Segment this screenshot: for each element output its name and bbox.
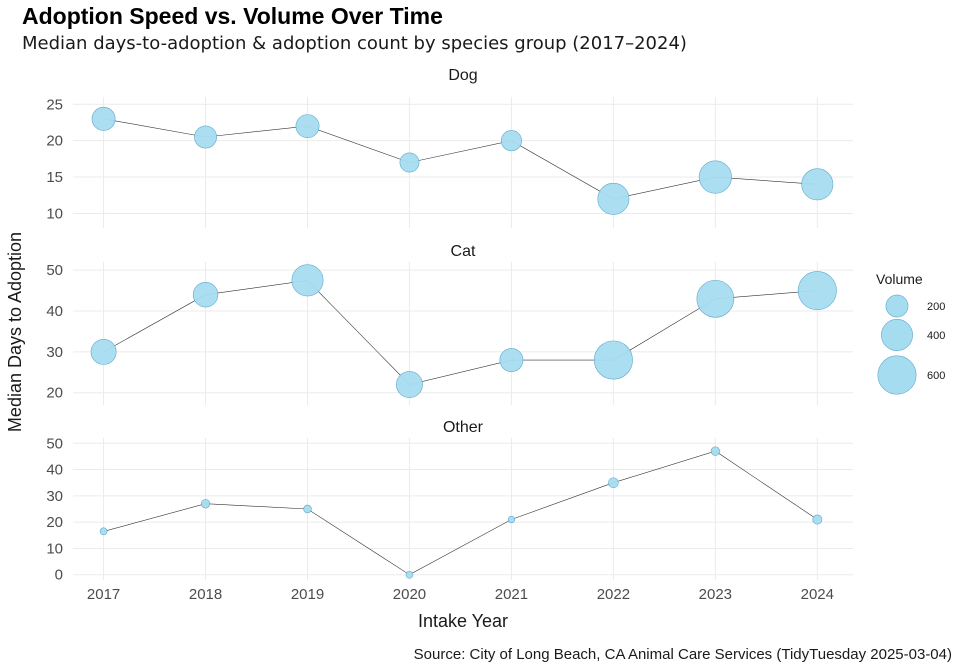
y-axis-title: Median Days to Adoption [5, 232, 25, 432]
data-point [597, 182, 630, 215]
data-point [405, 570, 414, 579]
x-tick-label: 2020 [393, 586, 426, 603]
legend-key [881, 319, 913, 351]
data-point [91, 106, 116, 131]
facet-strip-label: Other [443, 419, 484, 436]
data-point [499, 348, 524, 372]
legend-label: 400 [927, 330, 945, 342]
data-point [507, 515, 516, 524]
y-tick-label: 40 [46, 462, 63, 479]
x-tick-label: 2019 [291, 586, 324, 603]
y-tick-label: 30 [46, 488, 63, 505]
data-point [200, 499, 211, 509]
data-point [696, 279, 735, 318]
series-line [103, 280, 818, 385]
x-tick-label: 2021 [495, 586, 528, 603]
x-tick-label: 2022 [597, 586, 630, 603]
data-point [291, 264, 324, 297]
y-tick-label: 25 [46, 96, 63, 113]
y-tick-label: 20 [46, 133, 63, 150]
data-point [192, 282, 219, 308]
x-axis-title: Intake Year [418, 611, 508, 631]
chart-caption: Source: City of Long Beach, CA Animal Ca… [413, 646, 952, 663]
data-point [797, 271, 837, 311]
x-tick-label: 2023 [699, 586, 732, 603]
legend-label: 600 [927, 370, 945, 382]
chart-subtitle: Median days-to-adoption & adoption count… [22, 33, 687, 54]
y-tick-label: 20 [46, 385, 63, 402]
y-tick-label: 10 [46, 205, 63, 222]
series-line [103, 118, 818, 200]
x-tick-label: 2018 [189, 586, 222, 603]
y-tick-label: 0 [55, 567, 63, 584]
y-tick-label: 30 [46, 344, 63, 361]
facet-strip-label: Cat [451, 243, 476, 260]
y-tick-label: 40 [46, 303, 63, 320]
legend-key [885, 294, 909, 318]
series-line [103, 450, 818, 576]
data-point [99, 527, 108, 536]
data-point [295, 114, 320, 139]
y-tick-label: 20 [46, 514, 63, 531]
data-point [801, 168, 834, 201]
data-point [399, 152, 420, 173]
data-point [608, 477, 619, 488]
data-point [710, 446, 720, 456]
data-point [396, 371, 423, 398]
x-tick-label: 2024 [801, 586, 834, 603]
y-tick-label: 10 [46, 540, 63, 557]
data-point [812, 514, 823, 525]
y-tick-label: 50 [46, 262, 63, 279]
data-point [500, 130, 522, 152]
legend-key [877, 355, 917, 395]
facet-strip-label: Dog [448, 67, 477, 84]
data-point [698, 160, 732, 194]
y-tick-label: 15 [46, 169, 63, 186]
data-point [194, 125, 217, 149]
data-point [303, 504, 312, 514]
x-tick-label: 2017 [87, 586, 120, 603]
chart-title: Adoption Speed vs. Volume Over Time [22, 3, 443, 29]
data-point [593, 340, 633, 380]
legend-label: 200 [927, 301, 945, 313]
legend-title: Volume [876, 271, 923, 287]
y-tick-label: 50 [46, 435, 63, 452]
data-point [90, 338, 117, 365]
